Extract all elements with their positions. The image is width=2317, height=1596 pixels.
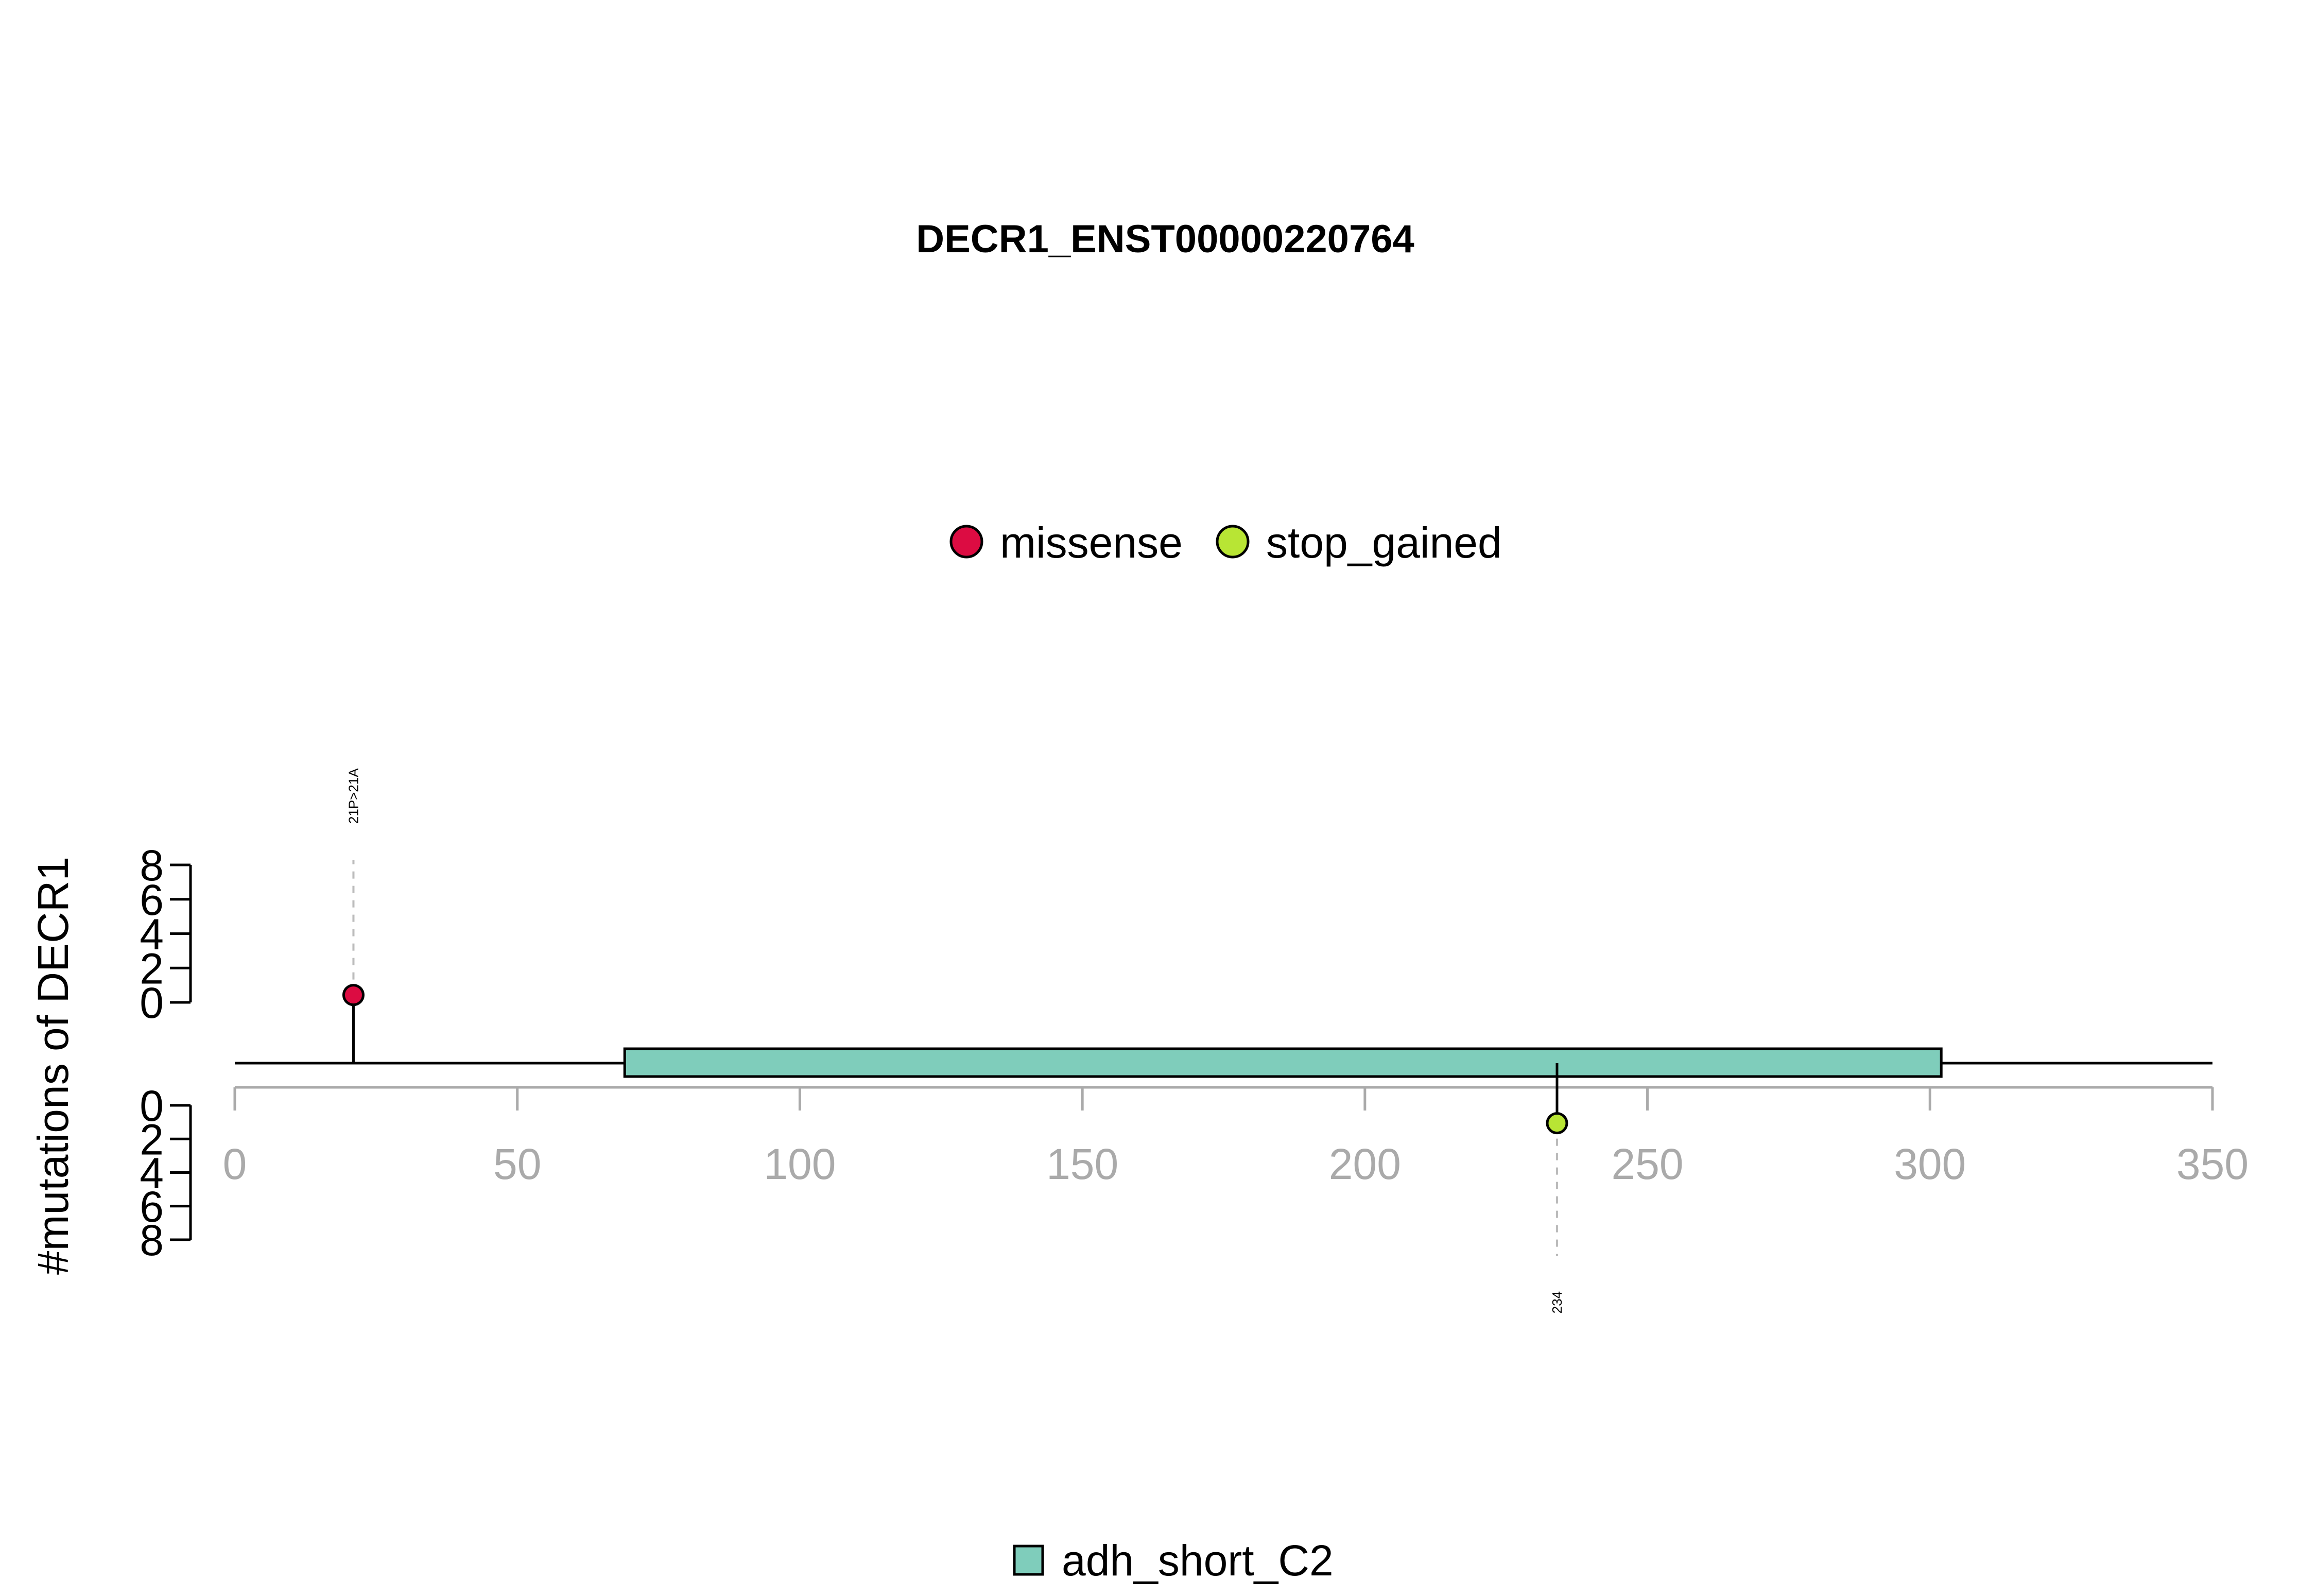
x-tick-label: 100 (764, 1140, 836, 1188)
y-top-tick-label: 8 (140, 841, 164, 890)
legend-marker-stop_gained (1216, 525, 1250, 559)
mutation-legend: missense stop_gained (949, 518, 1502, 567)
mutation-point (1546, 1112, 1568, 1135)
x-tick-label: 50 (493, 1140, 541, 1188)
x-tick-label: 150 (1046, 1140, 1118, 1188)
y-bottom-tick-label: 6 (140, 1183, 164, 1231)
chart-title: DECR1_ENST00000220764 (916, 217, 1414, 261)
y-bottom-tick-label: 8 (140, 1216, 164, 1264)
y-top-tick-label: 6 (140, 876, 164, 924)
x-tick-label: 200 (1329, 1140, 1401, 1188)
mutation-label: 21P>21A (345, 768, 361, 824)
domain-layer (623, 1047, 1943, 1078)
domain-legend: adh_short_C2 (1013, 1536, 1334, 1585)
y-bottom-tick-label: 4 (140, 1149, 164, 1198)
mutation-label: 234 (1549, 1291, 1565, 1313)
y-top-tick-label: 0 (140, 979, 164, 1027)
y-top-tick-label: 4 (140, 910, 164, 959)
legend-marker-missense (949, 525, 983, 559)
x-axis: 0 50 100 150 200 250 300 350 (223, 1086, 2249, 1188)
y-axis-label: #mutations of DECR1 (29, 857, 77, 1275)
domain-legend-label: adh_short_C2 (1062, 1536, 1334, 1585)
y-bottom-tick-label: 0 (140, 1082, 164, 1130)
x-tick-label: 350 (2176, 1140, 2249, 1188)
x-tick-label: 300 (1894, 1140, 1966, 1188)
mutation-layer: 21P>21A 234 (342, 768, 1568, 1313)
domain-adh_short_C2 (623, 1047, 1943, 1078)
mutation-point (342, 984, 365, 1007)
y-top-tick-label: 2 (140, 944, 164, 993)
legend-label-missense: missense (1000, 518, 1183, 567)
domain-legend-swatch (1013, 1545, 1044, 1576)
x-tick-label: 0 (223, 1140, 247, 1188)
x-tick-label: 250 (1611, 1140, 1683, 1188)
y-bottom-tick-label: 2 (140, 1115, 164, 1164)
legend-label-stop_gained: stop_gained (1266, 518, 1502, 567)
